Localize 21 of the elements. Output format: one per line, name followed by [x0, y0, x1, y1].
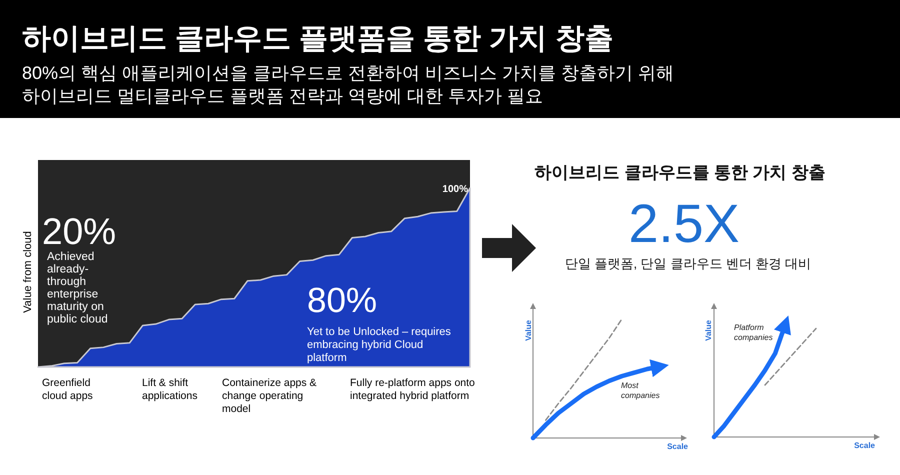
text: 단일 플랫폼, 단일 클라우드 벤더 환경 대비 [564, 256, 812, 271]
annotation: 20% [42, 211, 116, 252]
y-axis-title: Value from cloud [22, 231, 34, 313]
text: 2.5X [628, 194, 740, 254]
annotation: Most companies [621, 381, 660, 400]
chart-title: 하이브리드 클라우드 플랫폼을 통한 가치 창출 [22, 23, 614, 55]
x-axis-title: Scale [854, 441, 876, 450]
chart-subtitle: 80%의 핵심 애플리케이션을 클라우드로 전환하여 비즈니스 가치를 창출하기 위해 하이브리드 멀티클라우드 플랫폼 전략과 역량에 대한 투자가 필요 [22, 63, 674, 106]
annotation: 80% [307, 281, 378, 320]
annotation: Platform companies [734, 323, 773, 342]
text: Greenfield cloud apps [42, 377, 93, 402]
text: 하이브리드 클라우드를 통한 가치 창출 [534, 163, 826, 182]
text: Containerize apps & change operating model [222, 377, 317, 415]
x-axis-title: Scale [667, 442, 689, 451]
y-axis-title: Value [524, 319, 533, 341]
annotation: Yet to be Unlocked – requires embracing hybrid Cloud platform [307, 326, 452, 364]
text: Lift & shift applications [142, 377, 198, 402]
annotation: Achieved already- through enterprise maturity on public cloud [47, 251, 108, 326]
y-axis-title: Value [704, 319, 713, 341]
annotation: 100% [442, 184, 468, 195]
text: Fully re-platform apps onto integrated hybrid platform [350, 377, 476, 402]
